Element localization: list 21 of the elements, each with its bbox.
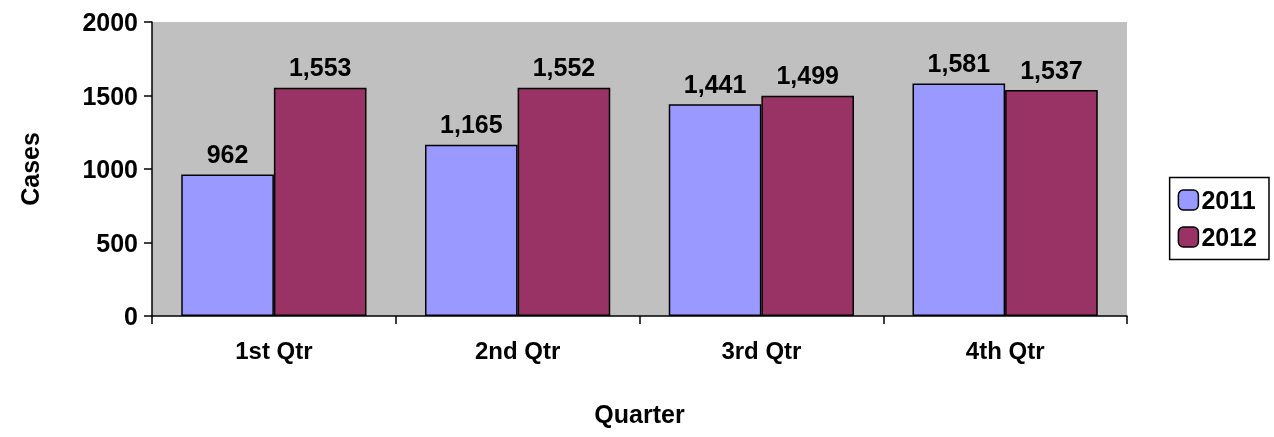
y-tick-label: 0 [124, 302, 138, 330]
x-tick-label: 1st Qtr [235, 336, 313, 364]
data-label: 1,552 [532, 53, 596, 82]
x-tick-label: 4th Qtr [965, 336, 1045, 364]
data-label: 1,581 [927, 49, 991, 78]
y-tick-label: 2000 [82, 8, 138, 36]
y-tick-label: 500 [96, 228, 138, 257]
data-label: 1,165 [440, 110, 503, 139]
data-label: 1,441 [683, 69, 747, 98]
x-tick-label: 2nd Qtr [474, 336, 561, 364]
data-label: 1,499 [776, 61, 839, 90]
data-label: 1,537 [1020, 55, 1083, 84]
legend-label: 2011 [1201, 186, 1256, 214]
x-tick-label: 3rd Qtr [721, 336, 802, 364]
x-axis-title: Quarter [594, 399, 685, 428]
y-tick-label: 1500 [82, 81, 138, 110]
data-label: 962 [206, 140, 249, 169]
y-axis-title: Cases [15, 132, 44, 206]
y-tick-label: 1000 [82, 155, 138, 183]
data-label: 1,553 [288, 53, 352, 82]
legend-label: 2012 [1201, 223, 1258, 251]
